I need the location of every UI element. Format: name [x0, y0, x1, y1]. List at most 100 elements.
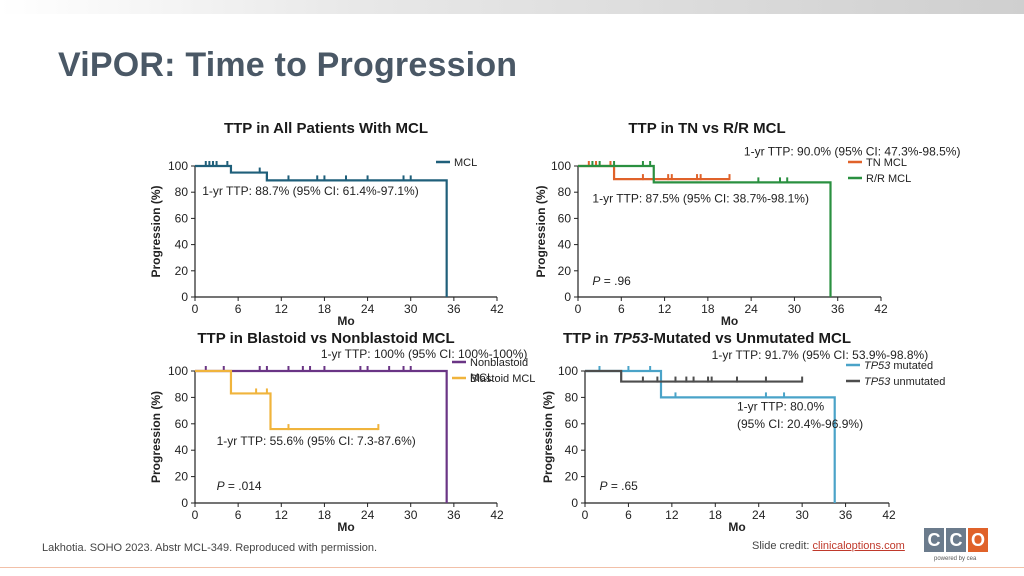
- tp53-y-tick-label: 20: [565, 470, 579, 484]
- tnrr-x-tick-label: 18: [701, 302, 715, 316]
- all-y-tick-label: 60: [175, 211, 189, 225]
- tnrr-y-tick-label: 80: [558, 185, 572, 199]
- tnrr-x-tick-label: 30: [788, 302, 802, 316]
- all-x-tick-label: 0: [192, 302, 199, 316]
- tnrr-annotation-2: P = .96: [592, 274, 631, 288]
- tnrr-x-tick-label: 12: [658, 302, 672, 316]
- blast-legend-line: Nonblastoid: [470, 357, 528, 369]
- all-x-tick-label: 24: [361, 302, 375, 316]
- tp53-x-tick-label: 12: [665, 508, 679, 522]
- all-y-tick-label: 20: [175, 264, 189, 278]
- all-x-axis-label: Mo: [337, 314, 354, 328]
- tnrr-legend-line: TN MCL: [866, 157, 907, 169]
- tnrr-y-tick-label: 20: [558, 264, 572, 278]
- logo-tagline: powered by cea: [934, 556, 977, 562]
- top-gradient-bar: [0, 0, 1024, 14]
- tp53-x-tick-label: 36: [839, 508, 853, 522]
- logo-letter-3: O: [968, 528, 988, 552]
- credit-prefix: Slide credit:: [752, 540, 813, 552]
- blast-annotation-1: 1-yr TTP: 55.6% (95% CI: 7.3-87.6%): [217, 434, 416, 448]
- tnrr-x-tick-label: 24: [744, 302, 758, 316]
- tp53-annotation-2: (95% CI: 20.4%-96.9%): [737, 417, 863, 431]
- tp53-legend-rest: unmutated: [890, 376, 945, 388]
- blast-x-tick-label: 24: [361, 508, 375, 522]
- blast-y-axis-label: Progression (%): [149, 391, 163, 483]
- slide-credit: Slide credit: clinicaloptions.com: [752, 540, 905, 552]
- tnrr-p-label: P: [592, 274, 600, 288]
- tnrr-annotation-0: 1-yr TTP: 90.0% (95% CI: 47.3%-98.5%): [744, 145, 961, 159]
- tnrr-y-tick-label: 60: [558, 211, 572, 225]
- all-annotation-0: 1-yr TTP: 88.7% (95% CI: 61.4%-97.1%): [202, 184, 419, 198]
- tp53-legend-italic: TP53: [864, 360, 891, 372]
- tp53-series-0-line: [585, 369, 836, 503]
- all-x-tick-label: 6: [235, 302, 242, 316]
- tp53-legend-label-1: TP53 unmutated: [864, 376, 945, 388]
- blast-annotation-0: 1-yr TTP: 100% (95% CI: 100%-100%): [321, 347, 528, 361]
- tnrr-y-tick-label: 40: [558, 238, 572, 252]
- blast-y-tick-label: 0: [181, 496, 188, 510]
- tp53-legend-rest: mutated: [890, 360, 933, 372]
- tp53-y-tick-label: 0: [571, 496, 578, 510]
- tnrr-x-tick-label: 42: [874, 302, 888, 316]
- all-series-0-line: [195, 164, 448, 297]
- blast-y-tick-label: 40: [175, 443, 189, 457]
- tp53-y-tick-label: 100: [558, 364, 578, 378]
- tp53-title-part: -Mutated vs Unmutated MCL: [649, 330, 852, 347]
- tnrr-y-tick-label: 100: [551, 159, 571, 173]
- logo-letter-2: C: [946, 528, 966, 552]
- blast-x-tick-label: 30: [404, 508, 418, 522]
- blast-p-value: = .014: [225, 479, 262, 493]
- tnrr-p-value: = .96: [600, 274, 631, 288]
- footer-citation: Lakhotia. SOHO 2023. Abstr MCL-349. Repr…: [42, 542, 378, 554]
- tnrr-legend-label-1: R/R MCL: [866, 173, 911, 185]
- blast-annotation-2: P = .014: [217, 479, 262, 493]
- tp53-chart-title: TTP in TP53-Mutated vs Unmutated MCL: [563, 330, 851, 347]
- tp53-p-value: = .65: [607, 479, 638, 493]
- tnrr-legend-label-0: TN MCL: [866, 157, 907, 169]
- blast-chart-title: TTP in Blastoid vs Nonblastoid MCL: [197, 330, 454, 347]
- blast-x-tick-label: 12: [275, 508, 289, 522]
- tp53-title-part: TTP in: [563, 330, 613, 347]
- blast-legend-label-1: Blastoid MCL: [470, 373, 535, 385]
- all-x-tick-label: 42: [490, 302, 504, 316]
- all-y-axis-label: Progression (%): [149, 185, 163, 277]
- tp53-y-tick-label: 80: [565, 390, 579, 404]
- blast-x-tick-label: 6: [235, 508, 242, 522]
- tp53-x-tick-label: 18: [709, 508, 723, 522]
- all-y-tick-label: 0: [181, 290, 188, 304]
- all-legend-label-0: MCL: [454, 157, 477, 169]
- tp53-y-tick-label: 60: [565, 417, 579, 431]
- tp53-p-label: P: [599, 479, 607, 493]
- tnrr-annotation-1: 1-yr TTP: 87.5% (95% CI: 38.7%-98.1%): [592, 192, 809, 206]
- blast-x-axis-label: Mo: [337, 520, 354, 534]
- blast-p-label: P: [217, 479, 225, 493]
- tnrr-y-tick-label: 0: [564, 290, 571, 304]
- tp53-x-tick-label: 30: [795, 508, 809, 522]
- blast-y-tick-label: 80: [175, 390, 189, 404]
- tp53-legend-label-0: TP53 mutated: [864, 360, 933, 372]
- blast-series-1-line: [195, 369, 379, 431]
- blast-legend-line: MCL: [470, 372, 493, 384]
- blast-series-0-line: [195, 369, 448, 503]
- tp53-x-tick-label: 0: [582, 508, 589, 522]
- blast-y-tick-label: 20: [175, 470, 189, 484]
- tp53-legend-italic: TP53: [864, 376, 891, 388]
- all-legend-line: MCL: [454, 157, 477, 169]
- all-chart-title: TTP in All Patients With MCL: [224, 120, 428, 137]
- blast-y-tick-label: 60: [175, 417, 189, 431]
- credit-link[interactable]: clinicaloptions.com: [812, 540, 905, 552]
- blast-x-tick-label: 42: [490, 508, 504, 522]
- tnrr-x-tick-label: 0: [575, 302, 582, 316]
- blast-legend-line: Blastoid MCL: [470, 373, 535, 385]
- tp53-x-axis-label: Mo: [728, 520, 745, 534]
- blast-x-tick-label: 18: [318, 508, 332, 522]
- tnrr-series-1-line: [578, 164, 832, 297]
- tnrr-legend-line: R/R MCL: [866, 173, 911, 185]
- tnrr-x-tick-label: 36: [831, 302, 845, 316]
- tp53-title-part: TP53: [613, 330, 650, 347]
- tp53-annotation-1: 1-yr TTP: 80.0%: [737, 400, 824, 414]
- slide-title: ViPOR: Time to Progression: [58, 46, 518, 84]
- tp53-x-tick-label: 6: [625, 508, 632, 522]
- tnrr-x-axis-label: Mo: [721, 314, 738, 328]
